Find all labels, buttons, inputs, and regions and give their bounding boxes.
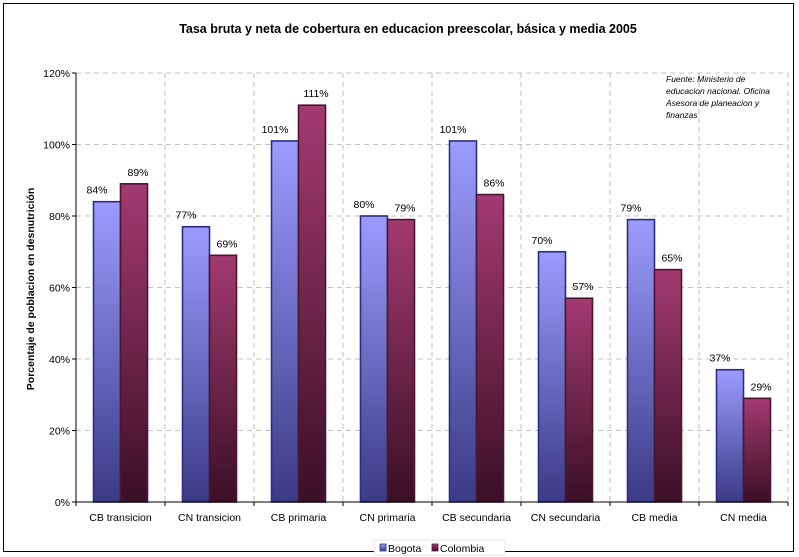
data-labels: 84% 89% 77% 69% 101% 111% 80% 79% 101% 86% 70% 57% 7… (86, 88, 771, 393)
legend-swatch-colombia (431, 543, 439, 552)
y-tick-label: 0% (55, 497, 70, 509)
x-tick-label: CB transicion (89, 512, 152, 524)
chart-title: Tasa bruta y neta de cobertura en educac… (179, 22, 637, 36)
x-tick-label: CN secundaria (531, 512, 601, 524)
data-label-bogota: 77% (175, 210, 196, 222)
y-tick-label: 120% (43, 68, 70, 80)
data-label-bogota: 37% (709, 353, 730, 365)
axes (75, 73, 788, 503)
bar-bogota-cb-transicion (92, 200, 122, 503)
bar-colombia-cb-media (653, 268, 683, 503)
data-label-colombia: 69% (216, 238, 237, 250)
legend: Bogota Colombia (373, 539, 506, 556)
bar-bogota-cn-secundaria (537, 250, 567, 503)
y-tick-label: 60% (49, 283, 70, 295)
data-label-colombia: 86% (483, 178, 504, 190)
y-tick-label: 80% (49, 211, 70, 223)
bar-colombia-cn-transicion (208, 254, 238, 503)
bar-colombia-cb-secundaria (475, 193, 505, 503)
legend-box (373, 539, 506, 556)
legend-swatch-bogota (379, 543, 387, 552)
bar-colombia-cn-primaria (386, 218, 416, 503)
data-label-bogota: 101% (262, 124, 289, 136)
annotation-line: finanzas (666, 110, 698, 120)
x-tick-label: CB primaria (271, 512, 327, 524)
x-axis-ticks: CB transicion CN transicion CB primaria CN … (75, 502, 789, 524)
x-tick-label: CB secundaria (442, 512, 511, 524)
bar-bogota-cb-media (626, 218, 656, 503)
bar-bogota-cn-primaria (359, 215, 389, 503)
data-label-bogota: 80% (353, 199, 374, 211)
x-tick-label: CN media (720, 512, 767, 524)
data-label-bogota: 70% (531, 235, 552, 247)
annotation-line: Fuente: Ministerio de (666, 74, 746, 84)
source-annotation: Fuente: Ministerio de educacion nacional… (665, 74, 770, 120)
bars (92, 104, 772, 503)
y-axis-ticks: 0% 20% 40% 60% 80% 100% 120% (43, 68, 76, 509)
y-tick-label: 20% (49, 426, 70, 438)
bar-bogota-cb-secundaria (448, 140, 478, 503)
bar-colombia-cn-secundaria (564, 297, 594, 503)
legend-label-colombia: Colombia (440, 543, 485, 555)
data-label-colombia: 79% (394, 203, 415, 215)
data-label-colombia: 65% (661, 253, 682, 265)
data-label-colombia: 29% (750, 381, 771, 393)
annotation-line: educacion nacional. Oficina (666, 86, 770, 96)
bar-colombia-cb-primaria (297, 104, 327, 503)
data-label-colombia: 89% (127, 167, 148, 179)
y-axis-label: Porcentaje de poblacion en desnutrición (25, 188, 37, 390)
x-tick-label: CN transicion (178, 512, 241, 524)
y-tick-label: 100% (43, 140, 70, 152)
bar-colombia-cn-media (742, 397, 772, 503)
annotation-line: Asesora de planeacion y (665, 98, 760, 108)
y-tick-label: 40% (49, 354, 70, 366)
bar-bogota-cb-primaria (270, 140, 300, 503)
data-label-bogota: 101% (440, 124, 467, 136)
bar-colombia-cb-transicion (119, 183, 149, 503)
x-tick-label: CN primaria (359, 512, 415, 524)
bar-bogota-cn-transicion (181, 225, 211, 503)
bar-bogota-cn-media (715, 368, 745, 503)
data-label-bogota: 84% (86, 185, 107, 197)
legend-label-bogota: Bogota (388, 543, 421, 555)
data-label-colombia: 111% (303, 88, 328, 100)
x-tick-label: CB media (631, 512, 677, 524)
data-label-colombia: 57% (572, 281, 593, 293)
data-label-bogota: 79% (620, 203, 641, 215)
